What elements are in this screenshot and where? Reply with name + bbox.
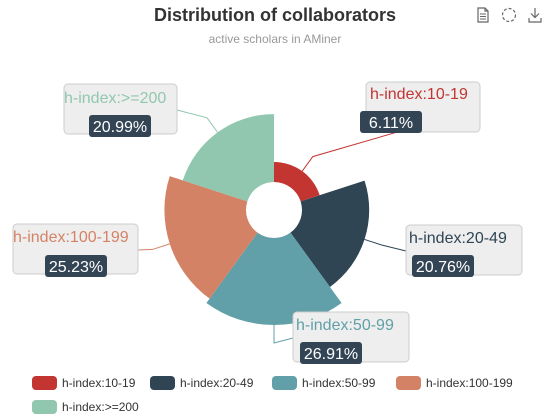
legend-swatch <box>396 376 421 390</box>
slice-percent: 6.11% <box>369 115 413 132</box>
legend-item[interactable]: h-index:20-49 <box>150 376 254 390</box>
chart-title: Distribution of collaborators <box>153 5 396 25</box>
label-leader-line <box>137 243 170 251</box>
legend-label: h-index:50-99 <box>302 376 376 390</box>
slice-label: h-index:10-19 <box>370 86 468 103</box>
label-leader-line <box>364 238 407 252</box>
percent-badge <box>360 111 422 133</box>
label-leader-line <box>176 109 219 133</box>
legend-label: h-index:100-199 <box>426 376 513 390</box>
legend-label: h-index:20-49 <box>180 376 254 390</box>
save-image-icon[interactable] <box>526 6 544 24</box>
rose-slice <box>164 176 258 299</box>
slice-label: h-index:50-99 <box>296 317 394 334</box>
data-view-icon[interactable] <box>474 6 492 24</box>
slice-label: h-index:20-49 <box>409 230 507 247</box>
restore-icon[interactable] <box>500 6 518 24</box>
legend-swatch <box>272 376 297 390</box>
slice-label: h-index:100-199 <box>13 229 129 246</box>
legend-swatch <box>32 376 57 390</box>
toolbox <box>474 6 544 24</box>
legend-swatch <box>32 400 57 414</box>
slice-label: h-index:>=200 <box>64 90 166 107</box>
slice-percent: 20.76% <box>416 259 470 276</box>
label-leader-line <box>273 325 294 344</box>
rose-slice <box>290 180 370 288</box>
percent-badge <box>45 255 107 277</box>
slice-percent: 26.91% <box>304 346 358 363</box>
legend-item[interactable]: h-index:100-199 <box>396 376 513 390</box>
percent-badge <box>89 115 151 137</box>
slice-percent: 25.23% <box>49 259 103 276</box>
legend-label: h-index:10-19 <box>62 376 136 390</box>
legend-label: h-index:>=200 <box>62 400 139 414</box>
slice-percent: 20.99% <box>93 119 147 136</box>
rose-slice <box>274 161 320 202</box>
percent-badge <box>412 255 474 277</box>
percent-badge <box>300 342 362 364</box>
legend-item[interactable]: h-index:>=200 <box>32 400 139 414</box>
legend-swatch <box>150 376 175 390</box>
legend-item[interactable]: h-index:50-99 <box>272 376 376 390</box>
rose-slice <box>206 232 342 326</box>
chart-subtitle: active scholars in AMiner <box>208 32 342 46</box>
rose-slice <box>182 114 274 202</box>
legend-item[interactable]: h-index:10-19 <box>32 376 136 390</box>
